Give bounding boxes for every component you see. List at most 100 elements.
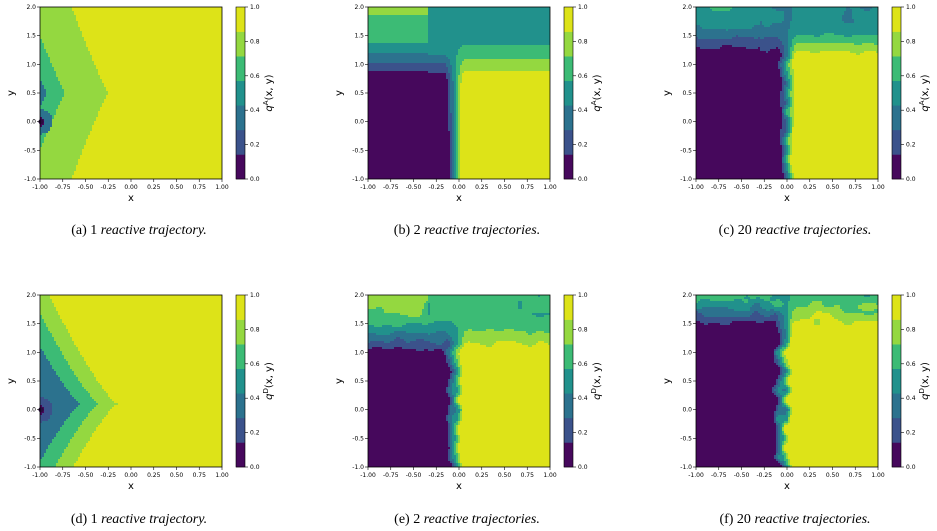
x-tick-label: -0.50 bbox=[78, 472, 94, 479]
colorbar-tick-label: 0.2 bbox=[906, 430, 916, 437]
x-tick-label: -0.75 bbox=[711, 184, 727, 191]
x-tick-label: 0.00 bbox=[780, 184, 794, 191]
x-tick-label: -0.50 bbox=[78, 184, 94, 191]
colorbar-tick-label: 0.4 bbox=[578, 395, 588, 402]
y-tick-label: 2.0 bbox=[354, 292, 364, 299]
y-tick-label: -0.5 bbox=[24, 435, 36, 442]
panel-a: -1.00 -0.75 -0.50 -0.25 0.00 0.25 0.50 0.75 1.00… bbox=[6, 4, 275, 238]
y-tick-label: -1.0 bbox=[352, 464, 364, 471]
y-tick-label: 2.0 bbox=[26, 292, 36, 299]
x-tick-label: 0.75 bbox=[193, 472, 207, 479]
colorbar-tick-label: 0.6 bbox=[250, 361, 260, 368]
x-tick-label: 0.00 bbox=[124, 184, 138, 191]
x-tick-label: 0.50 bbox=[170, 184, 184, 191]
x-tick-label: 1.00 bbox=[871, 472, 885, 479]
x-tick-label: -0.25 bbox=[100, 472, 116, 479]
contour-field bbox=[696, 7, 878, 179]
y-tick-label: 1.0 bbox=[682, 61, 692, 68]
colorbar-label: qA(x, y) bbox=[262, 74, 275, 111]
contour-field bbox=[368, 7, 550, 179]
x-tick-label: -0.25 bbox=[756, 472, 772, 479]
colorbar-tick-label: 1.0 bbox=[250, 4, 260, 11]
x-tick-label: -1.00 bbox=[32, 472, 48, 479]
colorbar-tick-label: 0.4 bbox=[906, 395, 916, 402]
x-axis-label: x bbox=[784, 193, 790, 204]
colorbar-tick-label: 0.4 bbox=[250, 107, 260, 114]
contour-field bbox=[40, 295, 222, 467]
colorbar-tick-label: 0.8 bbox=[578, 38, 588, 45]
y-tick-label: 0.5 bbox=[354, 90, 364, 97]
x-tick-label: 1.00 bbox=[871, 184, 885, 191]
y-axis-label: y bbox=[662, 378, 673, 384]
x-tick-label: -0.50 bbox=[406, 184, 422, 191]
y-tick-label: 1.5 bbox=[26, 321, 36, 328]
y-tick-label: 0.5 bbox=[26, 378, 36, 385]
colorbar: 0.0 0.2 0.4 0.6 0.8 1.0 qD(x, y) bbox=[563, 292, 603, 471]
colorbar-tick-label: 0.2 bbox=[250, 430, 260, 437]
y-tick-label: 0.5 bbox=[682, 378, 692, 385]
colorbar-tick-label: 0.4 bbox=[250, 395, 260, 402]
y-tick-label: 1.0 bbox=[682, 349, 692, 356]
colorbar-tick-label: 0.2 bbox=[250, 142, 260, 149]
y-tick-label: -0.5 bbox=[352, 147, 364, 154]
colorbar-tick-label: 1.0 bbox=[250, 292, 260, 299]
x-tick-label: 0.00 bbox=[452, 472, 466, 479]
colorbar: 0.0 0.2 0.4 0.6 0.8 1.0 qD(x, y) bbox=[891, 292, 931, 471]
colorbar-tick-label: 0.6 bbox=[578, 361, 588, 368]
x-tick-label: -0.75 bbox=[55, 472, 71, 479]
y-tick-label: 2.0 bbox=[26, 4, 36, 11]
y-tick-label: 1.0 bbox=[354, 349, 364, 356]
colorbar-label: qD(x, y) bbox=[262, 362, 275, 400]
y-tick-label: 0.0 bbox=[26, 119, 36, 126]
y-tick-label: 2.0 bbox=[354, 4, 364, 11]
x-tick-label: 1.00 bbox=[215, 184, 229, 191]
y-tick-label: 0.0 bbox=[682, 407, 692, 414]
y-tick-label: 1.5 bbox=[682, 321, 692, 328]
panel-b: -1.00 -0.75 -0.50 -0.25 0.00 0.25 0.50 0.75 1.00… bbox=[334, 4, 603, 238]
colorbar-tick-label: 0.6 bbox=[906, 361, 916, 368]
x-tick-label: 0.25 bbox=[475, 184, 489, 191]
colorbar-tick-label: 1.0 bbox=[578, 292, 588, 299]
colorbar-tick-label: 0.0 bbox=[578, 176, 588, 183]
x-tick-label: -1.00 bbox=[360, 184, 376, 191]
y-tick-label: -0.5 bbox=[680, 147, 692, 154]
colorbar-tick-label: 0.4 bbox=[906, 107, 916, 114]
colorbar-tick-label: 0.8 bbox=[906, 38, 916, 45]
colorbar-label: qA(x, y) bbox=[918, 74, 931, 111]
y-tick-label: 0.0 bbox=[354, 407, 364, 414]
y-tick-label: 1.5 bbox=[26, 33, 36, 40]
contour-field bbox=[40, 7, 222, 179]
colorbar-tick-label: 0.8 bbox=[250, 38, 260, 45]
panel-d: -1.00 -0.75 -0.50 -0.25 0.00 0.25 0.50 0.75 1.00… bbox=[6, 292, 275, 527]
colorbar-tick-label: 0.6 bbox=[578, 73, 588, 80]
colorbar: 0.0 0.2 0.4 0.6 0.8 1.0 qA(x, y) bbox=[563, 4, 603, 183]
colorbar-tick-label: 0.0 bbox=[906, 176, 916, 183]
y-tick-label: 0.0 bbox=[682, 119, 692, 126]
y-tick-label: -1.0 bbox=[680, 176, 692, 183]
y-axis-label: y bbox=[662, 90, 673, 96]
panel-e: -1.00 -0.75 -0.50 -0.25 0.00 0.25 0.50 0.75 1.00… bbox=[334, 292, 603, 527]
colorbar: 0.0 0.2 0.4 0.6 0.8 1.0 qA(x, y) bbox=[891, 4, 931, 183]
y-tick-label: -1.0 bbox=[352, 176, 364, 183]
colorbar-tick-label: 0.2 bbox=[906, 142, 916, 149]
x-axis-label: x bbox=[128, 193, 134, 204]
y-tick-label: -1.0 bbox=[680, 464, 692, 471]
y-tick-label: -1.0 bbox=[24, 176, 36, 183]
x-tick-label: 0.75 bbox=[193, 184, 207, 191]
x-tick-label: 0.50 bbox=[170, 472, 184, 479]
y-tick-label: 2.0 bbox=[682, 292, 692, 299]
panel-f: -1.00 -0.75 -0.50 -0.25 0.00 0.25 0.50 0.75 1.00… bbox=[662, 292, 931, 527]
y-tick-label: 0.0 bbox=[26, 407, 36, 414]
x-tick-label: 1.00 bbox=[543, 184, 557, 191]
y-tick-label: 1.0 bbox=[354, 61, 364, 68]
x-tick-label: -0.25 bbox=[428, 472, 444, 479]
colorbar-tick-label: 1.0 bbox=[906, 4, 916, 11]
panel-c: -1.00 -0.75 -0.50 -0.25 0.00 0.25 0.50 0.75 1.00… bbox=[662, 4, 931, 238]
x-tick-label: -0.75 bbox=[383, 472, 399, 479]
colorbar-tick-label: 0.8 bbox=[578, 326, 588, 333]
panel-caption: (f) 20 reactive trajectories. bbox=[719, 512, 870, 527]
y-tick-label: -0.5 bbox=[352, 435, 364, 442]
panel-caption: (e) 2 reactive trajectories. bbox=[394, 512, 540, 527]
colorbar-label: qD(x, y) bbox=[590, 362, 603, 400]
